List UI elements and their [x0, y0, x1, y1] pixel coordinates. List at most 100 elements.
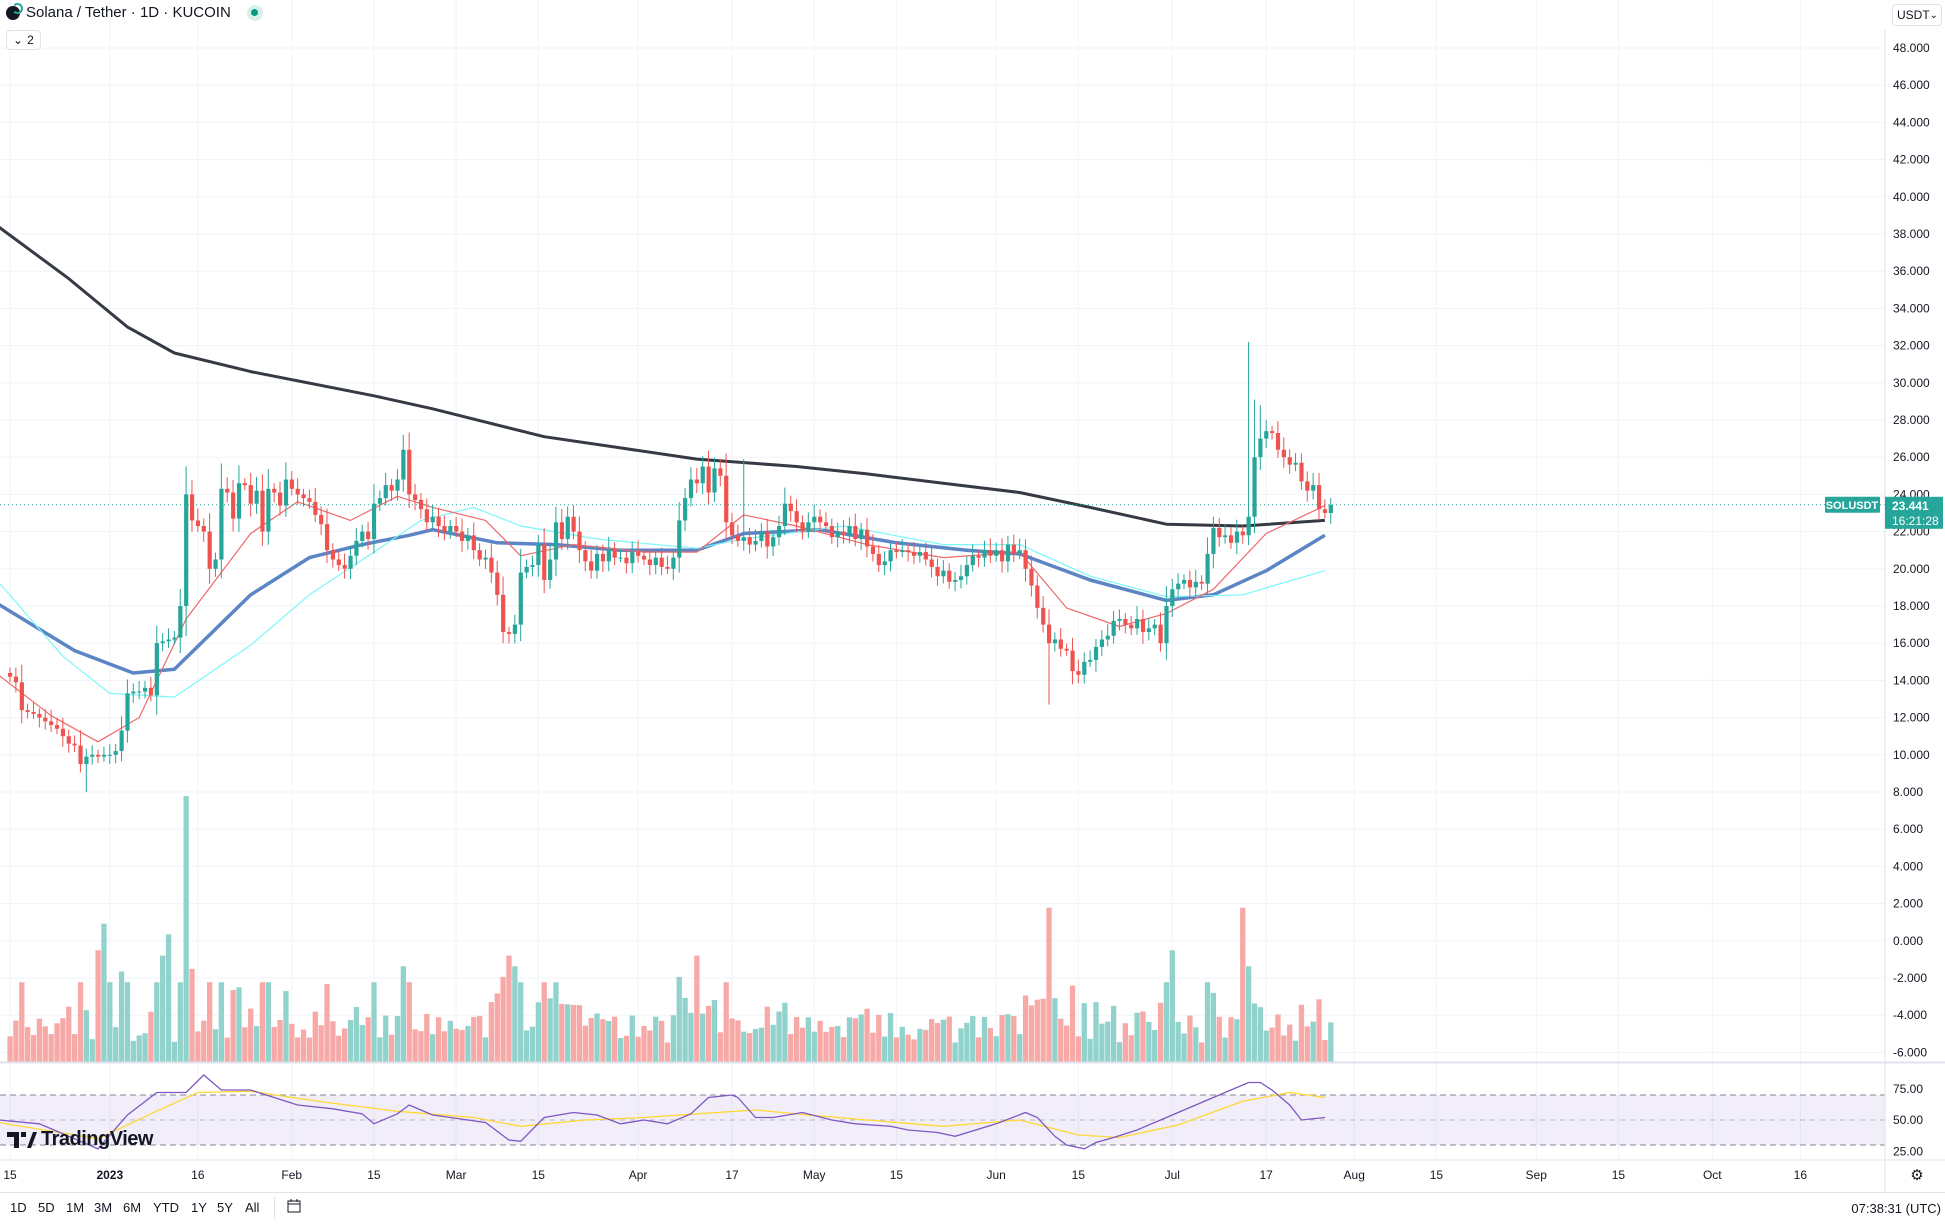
- candle-down: [906, 550, 911, 553]
- candle-up: [712, 468, 717, 493]
- timeframe-6m-button[interactable]: 6M: [123, 1200, 142, 1215]
- timeframe-1y-button[interactable]: 1Y: [191, 1200, 207, 1215]
- volume-bar: [1128, 1035, 1134, 1062]
- candle-down: [577, 531, 582, 551]
- timeframe-5d-button[interactable]: 5D: [38, 1200, 55, 1215]
- candle-down: [1140, 619, 1146, 633]
- volume-bar: [195, 1031, 201, 1062]
- volume-bar: [300, 1029, 307, 1062]
- symbol-header[interactable]: Solana / Tether · 1D · KUCOIN: [6, 2, 263, 21]
- volume-bar: [782, 1002, 788, 1062]
- candle-up: [371, 503, 377, 540]
- volume-bar: [582, 1025, 588, 1062]
- candle-down: [242, 483, 247, 486]
- price-tick-label: 8.000: [1893, 785, 1923, 799]
- volume-bar: [993, 1036, 999, 1062]
- time-tick-label: 15: [532, 1168, 546, 1182]
- volume-bar: [359, 1025, 365, 1062]
- chart-settings-gear-icon[interactable]: ⚙: [1910, 1167, 1924, 1184]
- volume-bar: [7, 1036, 13, 1062]
- volume-bar: [1316, 999, 1322, 1062]
- volume-bar: [635, 1036, 641, 1062]
- candle-down: [1317, 485, 1322, 510]
- volume-bar: [911, 1039, 917, 1062]
- currency-select[interactable]: USDT ⌄: [1892, 4, 1942, 26]
- volume-bar: [606, 1020, 612, 1062]
- volume-bar: [1146, 1021, 1152, 1062]
- candle-up: [1082, 661, 1087, 675]
- candle-up: [683, 498, 688, 521]
- volume-bar: [465, 1025, 471, 1062]
- volume-bar: [1046, 907, 1052, 1062]
- candle-down: [929, 559, 934, 567]
- candle-down: [43, 717, 48, 722]
- timeframe-all-button[interactable]: All: [245, 1200, 260, 1215]
- volume-bar: [330, 1021, 336, 1062]
- candle-down: [911, 552, 917, 556]
- candle-down: [501, 594, 506, 633]
- timeframe-1d-button[interactable]: 1D: [10, 1200, 27, 1215]
- price-tick-label: 42.000: [1893, 153, 1930, 167]
- volume-bar: [171, 1041, 178, 1062]
- volume-bar: [1152, 1029, 1158, 1062]
- rsi-line: [0, 1074, 1325, 1150]
- volume-bar: [324, 983, 330, 1062]
- timeframe-1m-button[interactable]: 1M: [66, 1200, 85, 1215]
- volume-bar: [83, 1010, 90, 1062]
- candle-down: [1217, 527, 1222, 538]
- volume-bars: [7, 796, 1334, 1062]
- volume-bar: [277, 1020, 283, 1062]
- time-tick-label: Jun: [986, 1168, 1005, 1182]
- timeframe-3m-button[interactable]: 3M: [94, 1200, 113, 1215]
- candle-down: [571, 516, 576, 532]
- price-tick-label: 10.000: [1893, 748, 1930, 762]
- indicator-legend-toggle[interactable]: ⌄ 2: [6, 30, 41, 50]
- volume-bar: [1210, 992, 1217, 1062]
- candle-down: [272, 488, 277, 493]
- volume-bar: [1228, 1017, 1234, 1062]
- time-tick-label: Apr: [629, 1168, 648, 1182]
- candle-up: [753, 540, 758, 545]
- timeframe-ytd-button[interactable]: YTD: [153, 1200, 179, 1215]
- price-tick-label: 46.000: [1893, 78, 1930, 92]
- candle-down: [96, 754, 101, 757]
- candle-up: [759, 531, 764, 541]
- volume-bar: [1328, 1022, 1334, 1062]
- volume-bar: [336, 1035, 342, 1062]
- time-tick-label: 15: [1072, 1168, 1086, 1182]
- price-tick-label: 32.000: [1893, 339, 1930, 353]
- volume-bar: [212, 1029, 219, 1062]
- time-tick-label: 16: [191, 1168, 205, 1182]
- volume-bar: [694, 955, 700, 1062]
- toolbar-divider: [274, 1197, 275, 1219]
- volume-bar: [565, 1004, 571, 1062]
- candle-up: [1146, 628, 1151, 633]
- volume-bar: [928, 1018, 935, 1062]
- candle-up: [143, 687, 148, 692]
- candle-down: [1076, 671, 1081, 675]
- date-range-calendar-icon[interactable]: [286, 1198, 302, 1214]
- volume-bar: [71, 1034, 78, 1062]
- volume-bar: [183, 796, 189, 1062]
- volume-bar: [588, 1018, 594, 1062]
- candle-up: [219, 488, 224, 560]
- time-tick-label: 15: [367, 1168, 381, 1182]
- price-chart[interactable]: 48.000 46.000 44.000 42.000 40.000 38.000 36.0…: [0, 0, 1945, 1192]
- candle-up: [1264, 431, 1269, 439]
- volume-bar: [975, 1037, 982, 1062]
- utc-clock[interactable]: 07:38:31 (UTC): [1851, 1201, 1941, 1216]
- candle-down: [1058, 639, 1063, 649]
- candle-down: [366, 531, 371, 540]
- volume-bar: [905, 1034, 911, 1062]
- timeframe-5y-button[interactable]: 5Y: [217, 1200, 233, 1215]
- candle-down: [19, 682, 24, 711]
- candle-down: [495, 572, 500, 595]
- volume-bar: [1163, 982, 1170, 1062]
- price-tick-label: 26.000: [1893, 450, 1930, 464]
- candle-down: [1305, 481, 1310, 491]
- candle-down: [201, 526, 206, 532]
- candle-down: [454, 526, 459, 532]
- volume-bar: [189, 968, 195, 1062]
- volume-bar: [13, 1020, 19, 1062]
- tradingview-logo[interactable]: TradingView: [7, 1128, 153, 1151]
